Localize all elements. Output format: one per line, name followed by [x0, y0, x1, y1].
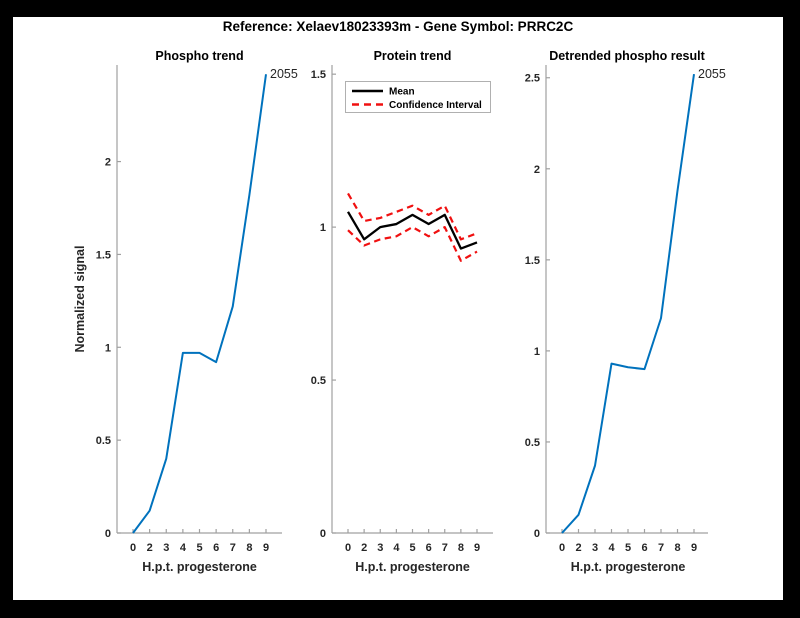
x-axis-label-phospho: H.p.t. progesterone — [142, 560, 257, 574]
x-tick-label: 2 — [575, 542, 581, 554]
figure-background — [13, 17, 783, 600]
y-tick-label: 0.5 — [311, 375, 326, 387]
y-tick-label: 1 — [320, 222, 326, 234]
y-tick-label: 2 — [534, 164, 540, 176]
y-tick-label: 1 — [105, 342, 111, 354]
mean-line — [347, 211, 478, 250]
x-tick-label: 5 — [625, 542, 631, 554]
y-tick-label: 2 — [105, 157, 111, 169]
x-tick-label: 0 — [130, 542, 136, 554]
phospho-peak-annotation: 2055 — [270, 67, 298, 81]
plot-phospho-trend: 0 2 3 4 5 6 7 8 900.511.52 — [96, 65, 282, 554]
x-tick-label: 0 — [345, 542, 351, 554]
x-tick-label: 6 — [213, 542, 219, 554]
x-tick-label: 2 — [361, 542, 367, 554]
plot-detrended-phospho: 0 2 3 4 5 6 7 8 900.511.522.5 — [525, 65, 708, 554]
x-tick-label: 8 — [246, 542, 252, 554]
y-tick-label: 0.5 — [525, 437, 540, 449]
x-tick-label: 8 — [458, 542, 464, 554]
x-axis-label-protein: H.p.t. progesterone — [355, 560, 470, 574]
y-axis-label: Normalized signal — [73, 246, 87, 353]
x-tick-label: 7 — [442, 542, 448, 554]
y-tick-label: 0 — [534, 528, 540, 540]
x-tick-label: 5 — [196, 542, 202, 554]
figure-title: Reference: Xelaev18023393m - Gene Symbol… — [223, 19, 574, 34]
phospho-trend-line — [132, 74, 267, 534]
detrended-trend-line — [561, 73, 695, 534]
plot-protein-title: Protein trend — [374, 49, 452, 63]
x-tick-label: 9 — [691, 542, 697, 554]
plot-protein-trend: 0 2 3 4 5 6 7 8 900.511.5 — [311, 65, 493, 554]
legend-ci-label: Confidence Interval — [389, 100, 482, 111]
legend-mean-label: Mean — [389, 87, 415, 98]
y-tick-label: 1.5 — [525, 255, 540, 267]
x-tick-label: 2 — [147, 542, 153, 554]
x-tick-label: 3 — [163, 542, 169, 554]
detrended-peak-annotation: 2055 — [698, 67, 726, 81]
x-tick-label: 6 — [641, 542, 647, 554]
plot-phospho-title: Phospho trend — [155, 49, 243, 63]
x-tick-label: 5 — [409, 542, 415, 554]
x-tick-label: 7 — [658, 542, 664, 554]
x-tick-label: 3 — [592, 542, 598, 554]
x-tick-label: 8 — [674, 542, 680, 554]
y-tick-label: 0 — [105, 528, 111, 540]
legend-box — [345, 81, 491, 113]
y-tick-label: 1 — [534, 346, 540, 358]
y-tick-label: 1.5 — [311, 69, 326, 81]
x-tick-label: 4 — [180, 542, 187, 554]
y-tick-label: 0.5 — [96, 435, 111, 447]
x-tick-label: 4 — [608, 542, 615, 554]
x-tick-label: 4 — [393, 542, 400, 554]
x-tick-label: 0 — [559, 542, 565, 554]
legend: Mean Confidence Interval — [345, 81, 491, 113]
x-tick-label: 9 — [263, 542, 269, 554]
x-tick-label: 9 — [474, 542, 480, 554]
x-tick-label: 7 — [230, 542, 236, 554]
x-tick-label: 6 — [426, 542, 432, 554]
plot-detrended-title: Detrended phospho result — [549, 49, 705, 63]
y-tick-label: 2.5 — [525, 73, 540, 85]
x-axis-label-detrended: H.p.t. progesterone — [571, 560, 686, 574]
ci-upper-line — [347, 192, 478, 241]
y-tick-label: 0 — [320, 528, 326, 540]
ci-lower-line — [347, 226, 478, 262]
y-tick-label: 1.5 — [96, 249, 111, 261]
x-tick-label: 3 — [377, 542, 383, 554]
